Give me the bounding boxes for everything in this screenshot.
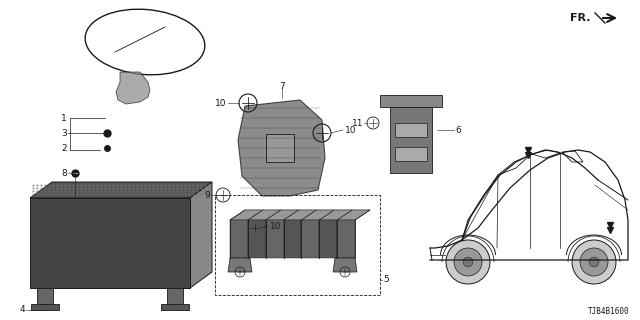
Text: 6: 6 [455,125,461,134]
Polygon shape [266,210,299,220]
Bar [395,147,427,161]
Polygon shape [230,210,263,220]
Text: 9: 9 [204,190,210,199]
Polygon shape [266,220,284,258]
Polygon shape [301,220,319,258]
Polygon shape [266,134,294,162]
Text: TJB4B1600: TJB4B1600 [588,308,630,316]
Polygon shape [230,220,248,258]
Text: 10: 10 [214,99,226,108]
Polygon shape [284,220,301,258]
Polygon shape [228,258,252,272]
Polygon shape [116,72,150,104]
Bar [215,195,380,295]
Bar [161,304,189,310]
Bar [31,304,59,310]
Text: 10: 10 [345,125,356,134]
Text: 4: 4 [19,306,25,315]
Polygon shape [37,288,53,306]
Polygon shape [390,107,432,173]
Text: 1: 1 [61,114,67,123]
Circle shape [572,240,616,284]
Bar [395,123,427,137]
Polygon shape [337,210,370,220]
Text: 7: 7 [279,82,285,91]
Text: 11: 11 [351,118,363,127]
Text: FR.: FR. [570,13,591,23]
Text: 3: 3 [61,129,67,138]
Polygon shape [248,220,266,258]
Circle shape [446,240,490,284]
Text: 10: 10 [270,221,282,230]
Text: 5: 5 [383,276,388,284]
Polygon shape [238,100,325,196]
Polygon shape [190,182,212,288]
Polygon shape [319,210,352,220]
Polygon shape [333,258,357,272]
Polygon shape [380,95,442,107]
Polygon shape [284,210,316,220]
Polygon shape [230,210,370,220]
Polygon shape [319,220,337,258]
Polygon shape [337,220,355,258]
Polygon shape [301,210,334,220]
Text: 8: 8 [61,169,67,178]
Polygon shape [167,288,183,306]
Circle shape [580,248,608,276]
Circle shape [589,257,599,267]
Text: 2: 2 [61,143,67,153]
Circle shape [463,257,473,267]
Circle shape [454,248,482,276]
Polygon shape [30,182,212,198]
Polygon shape [248,210,281,220]
Polygon shape [30,198,190,288]
